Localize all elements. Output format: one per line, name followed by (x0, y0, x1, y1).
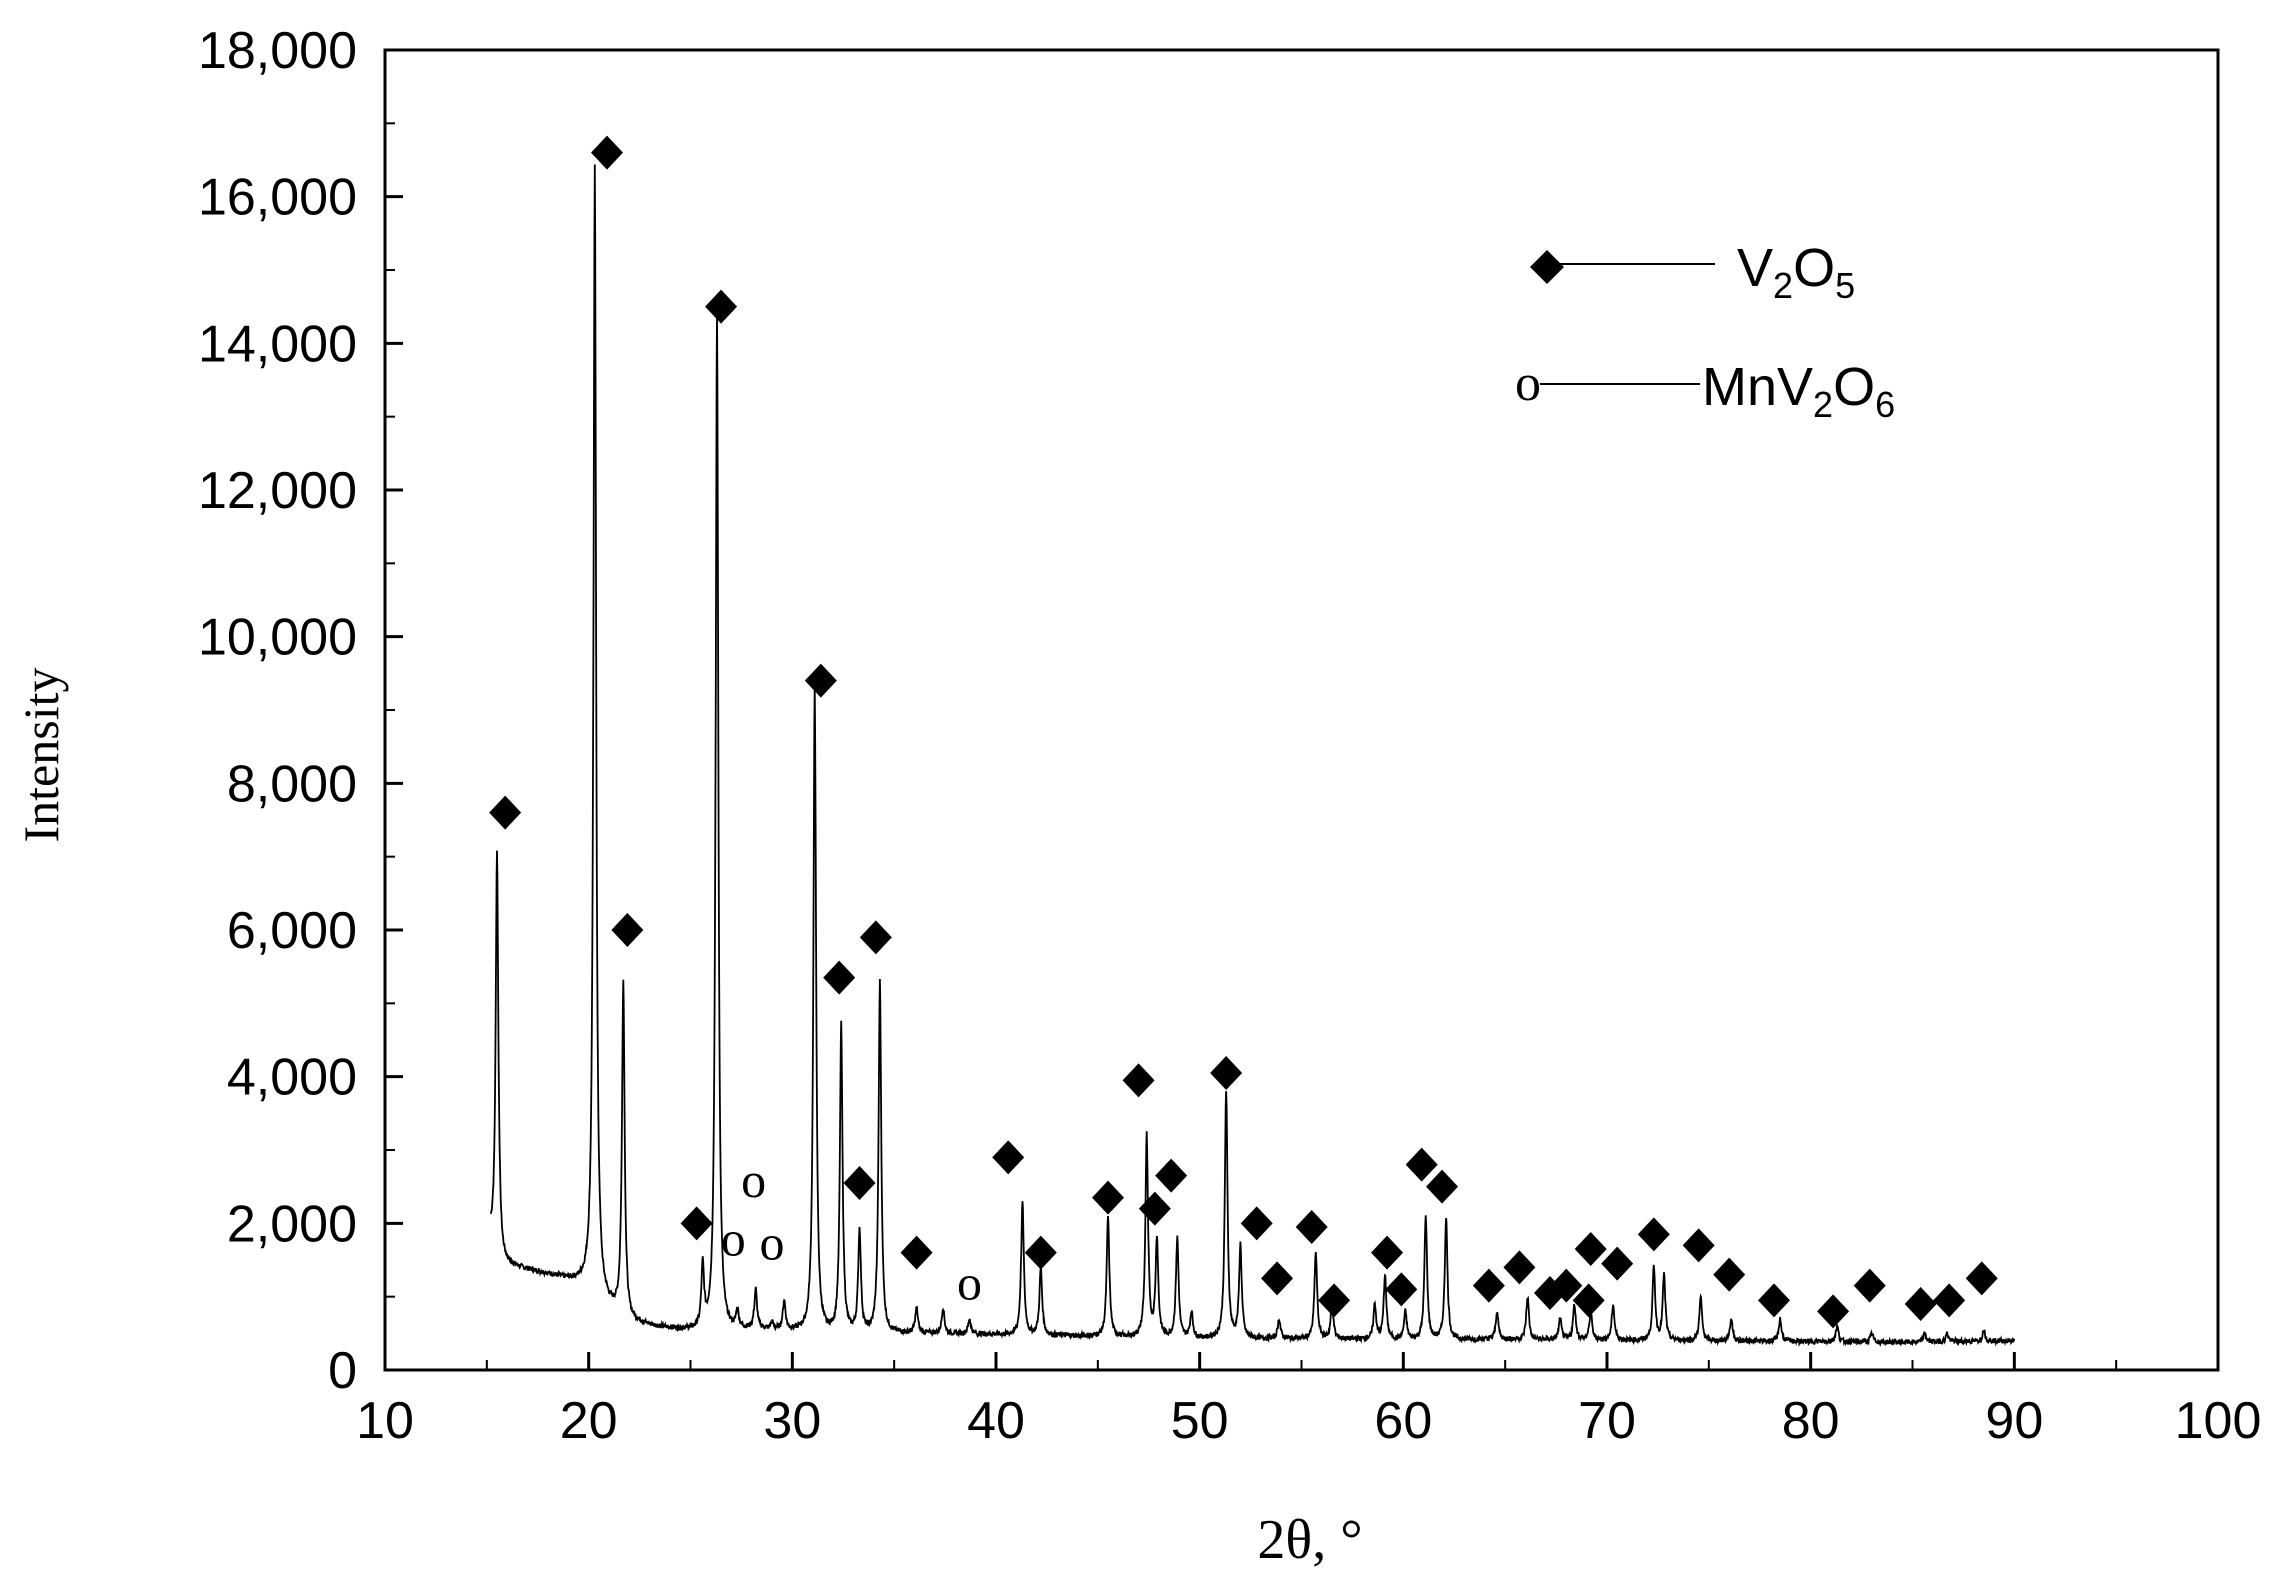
x-tick-label: 50 (1171, 1392, 1229, 1450)
mnv2o6-peak-marker: o (957, 1255, 982, 1311)
y-tick-label: 18,000 (198, 22, 357, 80)
v2o5-peak-marker (1261, 1261, 1294, 1296)
annotation-layer: oo oo (489, 135, 1998, 1329)
x-tick-label: 80 (1782, 1392, 1840, 1450)
y-tick-label: 4,000 (227, 1049, 357, 1107)
legend-label-mnv2o6-part2: O (1833, 357, 1875, 417)
v2o5-peak-marker (489, 795, 522, 830)
v2o5-peak-marker (1758, 1283, 1791, 1318)
x-tick-label: 90 (1985, 1392, 2043, 1450)
x-tick-label: 100 (2175, 1392, 2262, 1450)
y-tick-label: 6,000 (227, 902, 357, 960)
v2o5-peak-marker (900, 1235, 933, 1270)
v2o5-peak-marker (1092, 1180, 1125, 1215)
x-tick-label: 60 (1374, 1392, 1432, 1450)
v2o5-peak-marker (1572, 1283, 1605, 1318)
v2o5-peak-marker (1682, 1228, 1715, 1263)
legend: V2O5 o MnV2O6 (1515, 238, 1895, 425)
series-layer (490, 164, 2016, 1348)
mnv2o6-peak-marker: o (759, 1214, 784, 1270)
x-tick-label: 70 (1578, 1392, 1636, 1450)
series-line-xrd (490, 164, 2016, 1348)
v2o5-peak-marker (1637, 1217, 1670, 1252)
v2o5-peak-marker (1138, 1191, 1171, 1226)
y-tick-label: 10,000 (198, 609, 357, 667)
v2o5-peak-marker (1904, 1287, 1937, 1321)
legend-label-v2o5-sub2: 5 (1835, 265, 1855, 306)
legend-label-mnv2o6-sub1: 2 (1813, 384, 1833, 425)
legend-label-v2o5: V2O5 (1737, 238, 1855, 306)
legend-label-v2o5-sub1: 2 (1773, 265, 1793, 306)
v2o5-peak-marker (611, 913, 644, 947)
x-tick-label: 40 (967, 1392, 1025, 1450)
v2o5-peak-marker (1574, 1232, 1607, 1266)
x-axis: 10 20 30 40 50 60 70 80 90 100 (356, 1352, 2261, 1450)
y-tick-label: 14,000 (198, 315, 357, 373)
y-axis-label: Intensity (13, 668, 69, 843)
v2o5-peak-marker (1965, 1261, 1998, 1296)
mnv2o6-peak-marker: o (741, 1152, 766, 1208)
y-tick-label: 12,000 (198, 462, 357, 520)
v2o5-peak-marker (1713, 1257, 1746, 1292)
v2o5-peak-marker (823, 960, 856, 995)
v2o5-peak-marker (1122, 1063, 1155, 1098)
y-axis: 0 2,000 4,000 6,000 8,000 10,000 12,000 14,000 1… (198, 22, 403, 1400)
v2o5-peak-marker (1853, 1268, 1886, 1303)
y-tick-label: 0 (328, 1342, 357, 1400)
v2o5-peak-marker (1426, 1169, 1459, 1204)
v2o5-peak-marker (1318, 1283, 1351, 1318)
v2o5-peak-marker (992, 1140, 1025, 1175)
v2o5-peak-marker (1405, 1147, 1438, 1182)
v2o5-peak-marker (1933, 1283, 1966, 1318)
v2o5-peak-marker (859, 920, 892, 955)
y-tick-label: 8,000 (227, 755, 357, 813)
x-tick-label: 10 (356, 1392, 414, 1450)
v2o5-peak-marker (1503, 1250, 1536, 1285)
v2o5-peak-marker (680, 1206, 713, 1241)
legend-label-mnv2o6-sub2: 6 (1875, 384, 1895, 425)
legend-marker-mnv2o6: o (1515, 355, 1541, 412)
legend-label-mnv2o6: MnV2O6 (1702, 357, 1895, 425)
plot-area (383, 48, 2220, 1372)
v2o5-peak-marker (843, 1166, 876, 1200)
v2o5-peak-marker (1385, 1272, 1418, 1307)
legend-label-v2o5-part2: O (1793, 238, 1835, 298)
v2o5-peak-marker (1155, 1158, 1188, 1193)
x-tick-label: 30 (763, 1392, 821, 1450)
v2o5-peak-marker (1550, 1268, 1583, 1303)
legend-label-v2o5-part1: V (1737, 238, 1773, 298)
plot-frame (383, 48, 2220, 1372)
y-tick-label: 2,000 (227, 1195, 357, 1253)
legend-marker-v2o5 (1530, 250, 1564, 284)
x-tick-label: 20 (560, 1392, 618, 1450)
x-axis-label: 2θ, ° (1257, 1509, 1362, 1571)
y-tick-label: 16,000 (198, 169, 357, 227)
v2o5-peak-marker (804, 663, 837, 698)
v2o5-peak-marker (1024, 1235, 1057, 1270)
v2o5-peak-marker (1240, 1206, 1273, 1241)
mnv2o6-peak-marker: o (721, 1211, 746, 1267)
v2o5-peak-marker (705, 289, 738, 324)
v2o5-peak-marker (1817, 1294, 1850, 1329)
v2o5-peak-marker (1601, 1246, 1634, 1281)
v2o5-peak-marker (1472, 1268, 1505, 1303)
v2o5-peak-marker (1371, 1235, 1404, 1270)
v2o5-peak-marker (590, 135, 623, 170)
v2o5-peak-marker (1210, 1056, 1243, 1090)
v2o5-peak-marker (1295, 1210, 1328, 1244)
legend-label-mnv2o6-part1: MnV (1702, 357, 1813, 417)
